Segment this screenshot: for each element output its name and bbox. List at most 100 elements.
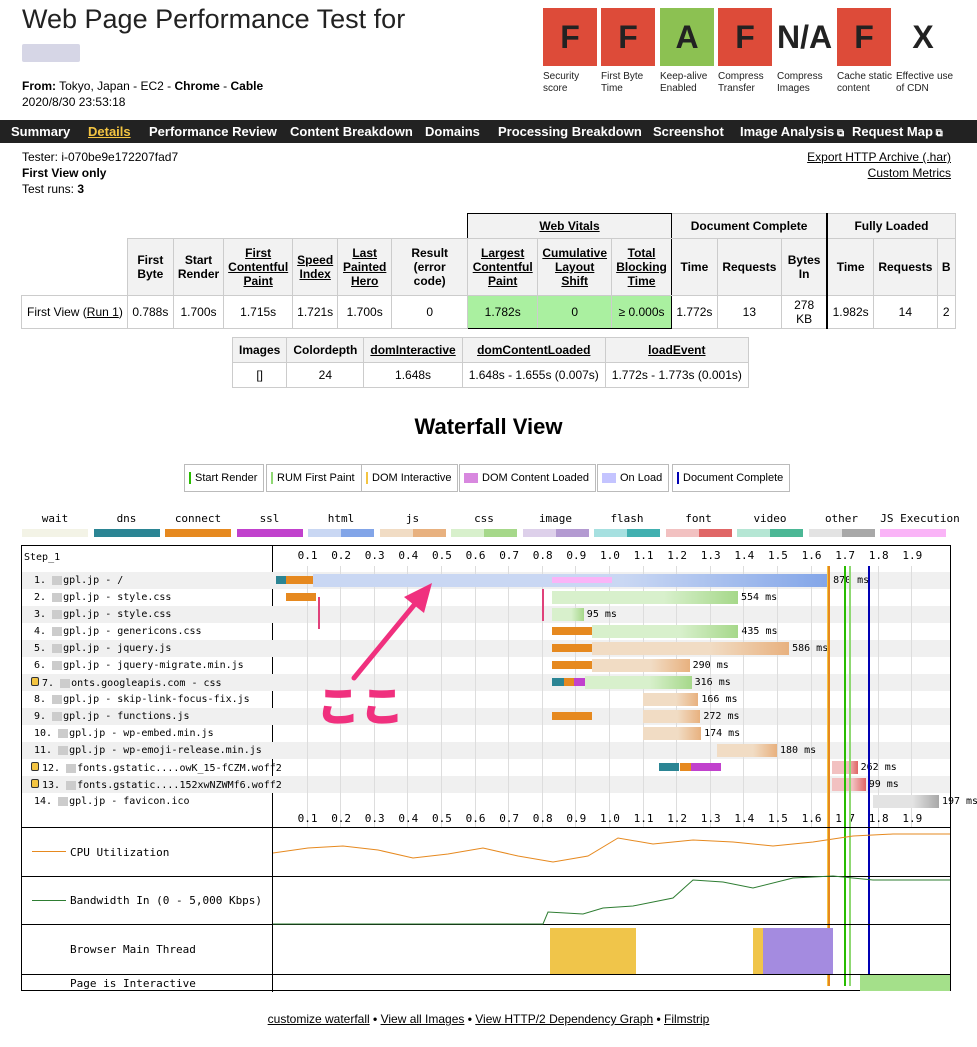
type-label: font bbox=[685, 512, 712, 525]
nav-content-breakdown[interactable]: Content Breakdown bbox=[290, 124, 413, 139]
blurred-url bbox=[22, 44, 80, 62]
tick-label-top: 0.4 bbox=[398, 549, 419, 562]
request-number: 1. bbox=[34, 575, 53, 586]
gridline bbox=[877, 566, 879, 828]
request-host: gpl.jp - functions.js bbox=[63, 711, 190, 722]
run-1-link[interactable]: Run 1 bbox=[86, 305, 119, 319]
nav-summary[interactable]: Summary bbox=[11, 124, 71, 139]
grade-box[interactable]: F bbox=[837, 8, 891, 66]
request-bar[interactable] bbox=[642, 727, 702, 740]
lock-icon: 🔒 bbox=[31, 779, 39, 788]
results-header[interactable]: Last Painted Hero bbox=[337, 238, 393, 296]
web-vitals-header[interactable]: Web Vitals bbox=[467, 213, 672, 239]
grade-box[interactable]: F bbox=[718, 8, 772, 66]
request-label[interactable]: 🔒7. onts.googleapis.com - css bbox=[31, 677, 222, 689]
legend-label: Document Complete bbox=[683, 472, 784, 484]
request-duration: 554 ms bbox=[741, 592, 778, 603]
legend-item: On Load bbox=[597, 464, 670, 492]
request-label[interactable]: 🔒12. fonts.gstatic....owK_15-fCZM.woff2 bbox=[31, 762, 282, 774]
nav-image-analysis[interactable]: Image Analysis ⧉ bbox=[740, 124, 845, 139]
tick-label-top: 0.1 bbox=[297, 549, 318, 562]
request-label[interactable]: 6. gpl.jp - jquery-migrate.min.js bbox=[34, 660, 244, 671]
dns-phase bbox=[551, 678, 564, 686]
results-header[interactable]: First Contentful Paint bbox=[223, 238, 294, 296]
tick-label-top: 0.9 bbox=[566, 549, 587, 562]
nav-processing-breakdown[interactable]: Processing Breakdown bbox=[498, 124, 642, 139]
gridline bbox=[709, 566, 711, 828]
type-swatch bbox=[808, 529, 875, 537]
marker bbox=[318, 597, 321, 629]
results-header[interactable]: Total Blocking Time bbox=[611, 238, 672, 296]
footer-link[interactable]: Filmstrip bbox=[664, 1012, 710, 1026]
request-bar[interactable] bbox=[585, 676, 692, 689]
tick-label-bottom: 1.5 bbox=[768, 812, 788, 825]
request-label[interactable]: 10. gpl.jp - wp-embed.min.js bbox=[34, 728, 214, 739]
nav-domains[interactable]: Domains bbox=[425, 124, 480, 139]
results-value: 0 bbox=[537, 295, 613, 329]
request-host: gpl.jp - jquery.js bbox=[63, 643, 172, 654]
results-value: ≥ 0.000s bbox=[611, 295, 672, 329]
request-label[interactable]: 11. gpl.jp - wp-emoji-release.min.js bbox=[34, 745, 262, 756]
results-header[interactable]: Largest Contentful Paint bbox=[467, 238, 539, 296]
export-har-link[interactable]: Export HTTP Archive (.har) bbox=[807, 150, 951, 164]
request-bar[interactable] bbox=[642, 710, 701, 723]
request-label[interactable]: 2. gpl.jp - style.css bbox=[34, 592, 171, 603]
web-vitals-link[interactable]: Web Vitals bbox=[539, 219, 600, 233]
connect-phase bbox=[286, 576, 317, 584]
results-header-label: Last Painted Hero bbox=[343, 246, 387, 288]
request-bar[interactable] bbox=[716, 744, 777, 757]
results-header-label: Time bbox=[680, 260, 709, 274]
request-bar[interactable] bbox=[832, 778, 866, 791]
blurred-host bbox=[58, 745, 69, 755]
nav-performance-review[interactable]: Performance Review bbox=[149, 124, 277, 139]
request-duration: 262 ms bbox=[860, 762, 897, 773]
type-label: js bbox=[405, 512, 420, 525]
grade-label: Cache static content bbox=[837, 71, 893, 94]
request-label[interactable]: 3. gpl.jp - style.css bbox=[34, 609, 171, 620]
tick-label-top: 0.6 bbox=[465, 549, 486, 562]
request-bar[interactable] bbox=[642, 693, 699, 706]
dom-header[interactable]: domInteractive bbox=[363, 337, 463, 363]
results-header[interactable]: Speed Index bbox=[292, 238, 339, 296]
request-label[interactable]: 4. gpl.jp - genericons.css bbox=[34, 626, 202, 637]
nav-request-map[interactable]: Request Map ⧉ bbox=[852, 124, 943, 139]
legend-label: DOM Interactive bbox=[372, 472, 452, 484]
tick-label-top: 1.5 bbox=[768, 549, 788, 562]
request-label[interactable]: 8. gpl.jp - skip-link-focus-fix.js bbox=[34, 694, 250, 705]
grade-box[interactable]: X bbox=[896, 8, 950, 66]
request-duration: 290 ms bbox=[692, 660, 729, 671]
nav-screenshot[interactable]: Screenshot bbox=[653, 124, 724, 139]
request-label[interactable]: 5. gpl.jp - jquery.js bbox=[34, 643, 171, 654]
graph-label: Bandwidth In (0 - 5,000 Kbps) bbox=[70, 894, 263, 907]
tick-label-bottom: 0.4 bbox=[398, 812, 419, 825]
results-value: 2 bbox=[936, 295, 956, 329]
request-label[interactable]: 🔒13. fonts.gstatic....152xwNZWMf6.woff2 bbox=[31, 779, 282, 791]
legend-label: Start Render bbox=[195, 472, 258, 484]
grade-box[interactable]: F bbox=[601, 8, 655, 66]
dom-header[interactable]: loadEvent bbox=[604, 337, 749, 363]
type-swatch bbox=[308, 529, 374, 537]
request-label[interactable]: 9. gpl.jp - functions.js bbox=[34, 711, 190, 722]
nav-details[interactable]: Details bbox=[88, 124, 131, 139]
footer-link[interactable]: customize waterfall bbox=[267, 1012, 370, 1026]
grade-box[interactable]: F bbox=[543, 8, 597, 66]
annotation-text: ここ bbox=[317, 684, 406, 731]
grade-box[interactable]: A bbox=[660, 8, 714, 66]
custom-metrics-link[interactable]: Custom Metrics bbox=[867, 166, 951, 180]
request-bar[interactable] bbox=[592, 625, 739, 638]
dom-header[interactable]: domContentLoaded bbox=[461, 337, 606, 363]
request-number: 7. bbox=[42, 678, 61, 689]
request-bar[interactable] bbox=[592, 659, 690, 672]
grade-box[interactable]: N/A bbox=[777, 8, 832, 66]
request-bar[interactable] bbox=[872, 795, 939, 808]
request-bar[interactable] bbox=[551, 591, 739, 604]
request-label[interactable]: 1. gpl.jp - / bbox=[34, 575, 123, 586]
request-label[interactable]: 14. gpl.jp - favicon.ico bbox=[34, 796, 190, 807]
footer-link[interactable]: View all Images bbox=[380, 1012, 465, 1026]
results-header[interactable]: Cumulative Layout Shift bbox=[537, 238, 613, 296]
request-bar[interactable] bbox=[592, 642, 790, 655]
request-bar[interactable] bbox=[551, 608, 584, 621]
graph-lines bbox=[273, 833, 950, 974]
blurred-host bbox=[52, 711, 63, 721]
footer-link[interactable]: View HTTP/2 Dependency Graph bbox=[475, 1012, 654, 1026]
